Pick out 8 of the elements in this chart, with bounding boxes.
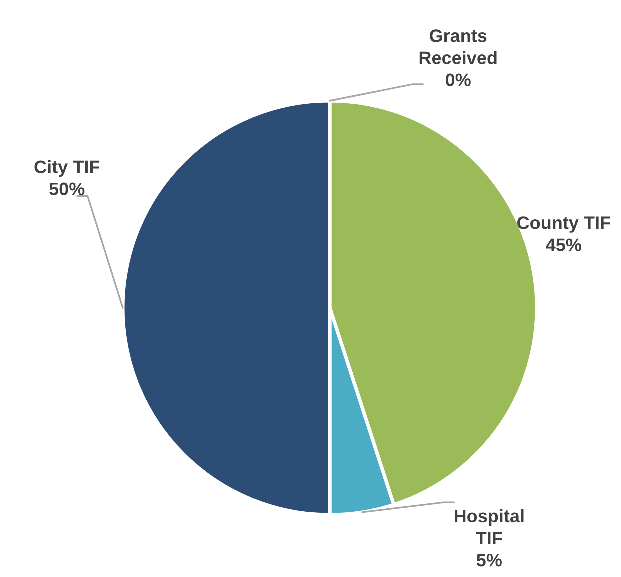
slice-label: County TIF [518,216,610,233]
slice-label: Hospital TIF [454,509,524,545]
data-label: 50% [50,182,85,196]
data-label: 45% [546,238,582,252]
category-label: Grants Received [420,30,497,64]
data-label: 5% [476,554,502,567]
text: 0% [446,74,471,87]
slice-label: City TIF [34,160,100,178]
